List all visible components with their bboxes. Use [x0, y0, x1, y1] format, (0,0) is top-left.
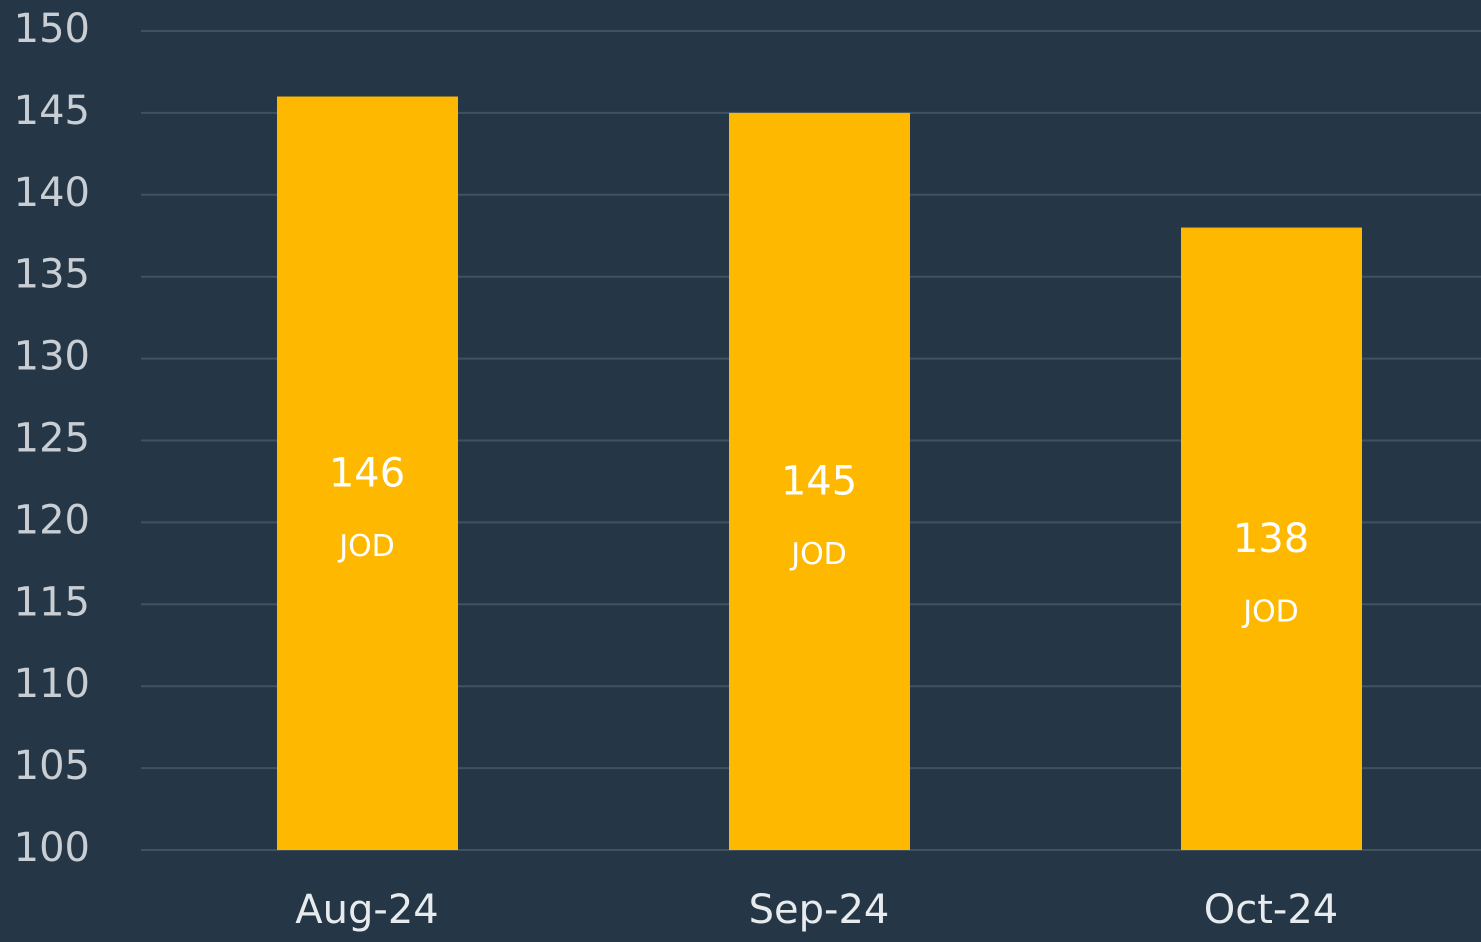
data-label: 138 — [1233, 516, 1309, 562]
y-tick-label: 100 — [14, 825, 90, 871]
data-label: 146 — [329, 450, 405, 496]
y-tick-label: 125 — [14, 416, 90, 462]
y-tick-label: 115 — [14, 579, 90, 625]
y-tick-label: 135 — [14, 252, 90, 298]
y-tick-label: 120 — [14, 497, 90, 543]
y-tick-label: 130 — [14, 334, 90, 380]
data-label-unit: JOD — [337, 529, 395, 564]
data-label-unit: JOD — [1241, 594, 1299, 629]
y-tick-label: 140 — [14, 170, 90, 216]
data-label-unit: JOD — [789, 537, 847, 572]
bar — [729, 112, 910, 850]
data-label: 145 — [781, 458, 857, 504]
x-tick-label: Sep-24 — [749, 887, 890, 933]
x-tick-label: Aug-24 — [295, 887, 438, 933]
y-tick-label: 110 — [14, 661, 90, 707]
bar — [277, 96, 458, 850]
bar — [1181, 227, 1362, 850]
y-tick-label: 105 — [14, 743, 90, 789]
x-tick-label: Oct-24 — [1204, 887, 1339, 933]
y-tick-label: 150 — [14, 6, 90, 52]
y-tick-label: 145 — [14, 88, 90, 134]
